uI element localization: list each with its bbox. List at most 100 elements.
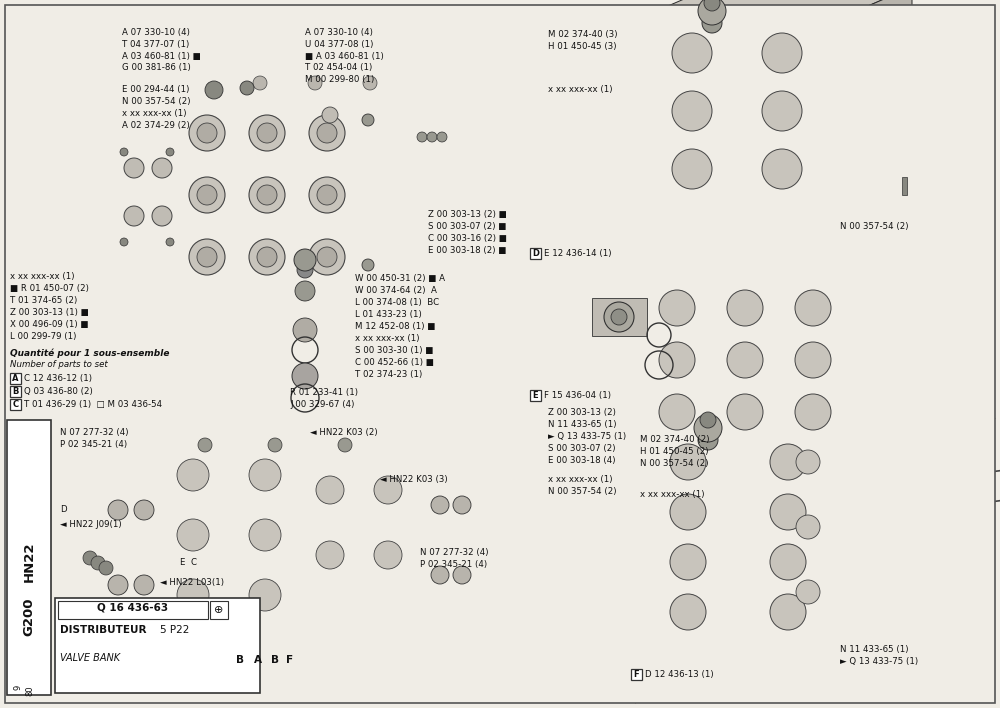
Text: A 03 460-81 (1) ■: A 03 460-81 (1) ■ xyxy=(122,52,201,61)
Polygon shape xyxy=(268,422,372,437)
Circle shape xyxy=(770,544,806,580)
Circle shape xyxy=(124,158,144,178)
Polygon shape xyxy=(95,450,198,470)
Polygon shape xyxy=(295,430,315,462)
Circle shape xyxy=(295,281,315,301)
Text: J 00 329-67 (4): J 00 329-67 (4) xyxy=(290,400,354,409)
Text: Z 00 303-13 (1) ■: Z 00 303-13 (1) ■ xyxy=(10,308,89,317)
Circle shape xyxy=(698,0,726,25)
Circle shape xyxy=(268,438,282,452)
Polygon shape xyxy=(360,82,415,182)
Polygon shape xyxy=(280,302,352,315)
Circle shape xyxy=(257,123,277,143)
Text: F: F xyxy=(286,655,294,665)
Text: G200: G200 xyxy=(22,598,36,636)
Text: R 01 233-41 (1): R 01 233-41 (1) xyxy=(290,388,358,397)
Polygon shape xyxy=(105,540,120,570)
Polygon shape xyxy=(858,400,930,647)
Circle shape xyxy=(292,363,318,389)
Text: ⊕: ⊕ xyxy=(214,605,224,615)
Text: M 00 299-80 (1): M 00 299-80 (1) xyxy=(305,75,374,84)
Bar xyxy=(418,162,453,170)
Text: N 07 277-32 (4): N 07 277-32 (4) xyxy=(60,428,128,437)
Text: M 02 374-40 (2): M 02 374-40 (2) xyxy=(640,435,710,444)
Polygon shape xyxy=(475,623,570,663)
Text: Quantité pour 1 sous-ensemble: Quantité pour 1 sous-ensemble xyxy=(10,348,170,358)
Bar xyxy=(418,172,453,180)
Circle shape xyxy=(249,177,285,213)
Polygon shape xyxy=(280,396,352,408)
Polygon shape xyxy=(268,437,342,459)
Circle shape xyxy=(770,494,806,530)
Text: ► Q 13 433-75 (1): ► Q 13 433-75 (1) xyxy=(548,432,626,441)
Circle shape xyxy=(374,541,402,569)
Circle shape xyxy=(120,238,128,246)
Bar xyxy=(631,669,642,680)
Polygon shape xyxy=(75,548,105,570)
Text: ◄ HN22 K03 (3): ◄ HN22 K03 (3) xyxy=(380,475,448,484)
Circle shape xyxy=(762,91,802,131)
Circle shape xyxy=(670,494,706,530)
Polygon shape xyxy=(185,440,225,462)
Polygon shape xyxy=(255,430,315,440)
Text: x xx xxx-xx (1): x xx xxx-xx (1) xyxy=(122,109,186,118)
Bar xyxy=(592,298,647,336)
Circle shape xyxy=(134,575,154,595)
Circle shape xyxy=(99,561,113,575)
Circle shape xyxy=(702,13,722,33)
Bar xyxy=(530,248,541,259)
Circle shape xyxy=(694,414,722,442)
Polygon shape xyxy=(280,408,330,438)
Text: ■ R 01 450-07 (2): ■ R 01 450-07 (2) xyxy=(10,284,89,293)
Circle shape xyxy=(698,430,718,450)
Text: C 00 452-66 (1) ■: C 00 452-66 (1) ■ xyxy=(355,358,434,367)
Polygon shape xyxy=(280,315,330,345)
Circle shape xyxy=(189,239,225,275)
Polygon shape xyxy=(360,60,455,82)
Bar xyxy=(418,152,453,160)
Circle shape xyxy=(770,594,806,630)
Circle shape xyxy=(249,459,281,491)
Polygon shape xyxy=(454,92,482,177)
Text: E: E xyxy=(533,391,538,400)
Circle shape xyxy=(795,394,831,430)
Polygon shape xyxy=(643,400,930,432)
Text: T 04 377-07 (1): T 04 377-07 (1) xyxy=(122,40,189,49)
Polygon shape xyxy=(857,240,927,450)
Text: 80: 80 xyxy=(26,685,34,696)
Text: x xx xxx-xx (1): x xx xxx-xx (1) xyxy=(640,490,704,499)
Circle shape xyxy=(249,115,285,151)
Text: D: D xyxy=(60,505,67,514)
Text: DISTRIBUTEUR: DISTRIBUTEUR xyxy=(60,625,146,635)
Text: Z 00 303-13 (2): Z 00 303-13 (2) xyxy=(548,408,616,417)
Circle shape xyxy=(316,476,344,504)
Text: W 00 450-31 (2) ■ A: W 00 450-31 (2) ■ A xyxy=(355,274,445,283)
Circle shape xyxy=(309,177,345,213)
Polygon shape xyxy=(454,80,500,92)
Circle shape xyxy=(124,206,144,226)
Text: N 00 357-54 (2): N 00 357-54 (2) xyxy=(122,97,190,106)
Bar xyxy=(55,598,260,693)
Polygon shape xyxy=(330,396,352,438)
Circle shape xyxy=(417,132,427,142)
Polygon shape xyxy=(300,427,478,455)
Text: U 04 377-08 (1): U 04 377-08 (1) xyxy=(305,40,373,49)
Polygon shape xyxy=(643,432,858,647)
Circle shape xyxy=(362,114,374,126)
Circle shape xyxy=(317,185,337,205)
Text: ◄ HN22 K03 (2): ◄ HN22 K03 (2) xyxy=(310,428,378,437)
Bar xyxy=(902,177,907,195)
Text: E 00 303-18 (2) ■: E 00 303-18 (2) ■ xyxy=(428,246,506,255)
Text: x xx xxx-xx (1): x xx xxx-xx (1) xyxy=(548,85,612,94)
Text: N 00 357-54 (2): N 00 357-54 (2) xyxy=(840,222,908,231)
Text: N 11 433-65 (1): N 11 433-65 (1) xyxy=(840,645,908,654)
Circle shape xyxy=(257,247,277,267)
Text: x xx xxx-xx (1): x xx xxx-xx (1) xyxy=(355,334,420,343)
Polygon shape xyxy=(847,0,912,210)
Text: N 00 357-54 (2): N 00 357-54 (2) xyxy=(640,459,708,468)
Text: S 00 303-07 (2): S 00 303-07 (2) xyxy=(548,444,616,453)
Polygon shape xyxy=(83,553,113,575)
Text: ◄ HN22 J09(1): ◄ HN22 J09(1) xyxy=(60,520,122,529)
Circle shape xyxy=(297,262,313,278)
Polygon shape xyxy=(647,0,912,15)
